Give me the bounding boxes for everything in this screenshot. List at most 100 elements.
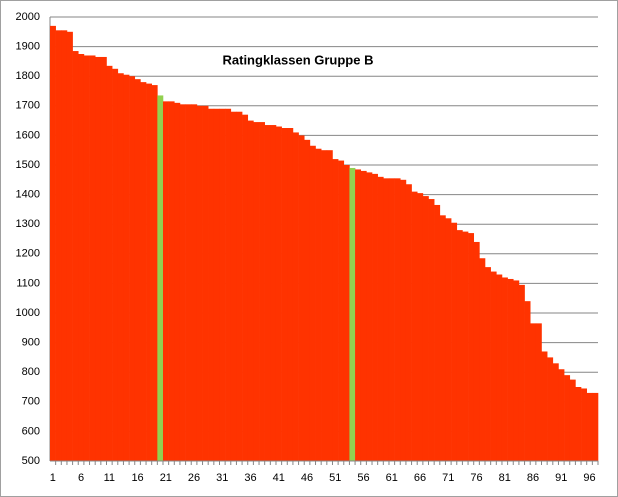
bar bbox=[377, 176, 384, 461]
bar bbox=[179, 104, 186, 461]
bar bbox=[72, 51, 79, 461]
bar bbox=[225, 108, 232, 461]
y-tick-label: 500 bbox=[22, 455, 40, 467]
bar bbox=[490, 271, 497, 461]
bar bbox=[275, 126, 282, 462]
y-tick-label: 1800 bbox=[16, 70, 40, 82]
bar bbox=[564, 375, 571, 461]
chart-title: Ratingklassen Gruppe B bbox=[223, 52, 374, 67]
bar bbox=[191, 104, 198, 461]
bar bbox=[586, 392, 593, 461]
bar bbox=[422, 196, 429, 461]
y-tick-label: 1500 bbox=[16, 159, 40, 171]
y-tick-label: 900 bbox=[22, 337, 40, 349]
x-tick-label: 66 bbox=[414, 472, 426, 484]
bar bbox=[558, 369, 565, 461]
bar bbox=[287, 128, 294, 461]
bar bbox=[264, 125, 271, 461]
y-tick-label: 1200 bbox=[16, 248, 40, 260]
x-tick-label: 6 bbox=[78, 472, 84, 484]
bar bbox=[213, 108, 220, 461]
bar bbox=[162, 101, 169, 462]
bar bbox=[55, 30, 62, 461]
bar bbox=[332, 159, 339, 461]
bar bbox=[95, 56, 102, 462]
bar bbox=[468, 233, 475, 461]
bar bbox=[462, 231, 469, 461]
bar bbox=[298, 135, 305, 461]
bar bbox=[479, 258, 486, 461]
bar bbox=[196, 105, 203, 462]
bar bbox=[168, 101, 175, 462]
bar bbox=[434, 204, 441, 461]
bar bbox=[592, 392, 599, 461]
bar bbox=[383, 178, 390, 461]
bar bbox=[202, 105, 209, 462]
y-tick-label: 1400 bbox=[16, 189, 40, 201]
bar bbox=[530, 323, 537, 461]
bar bbox=[473, 241, 480, 461]
bar bbox=[185, 104, 192, 461]
bar bbox=[134, 79, 141, 461]
bar bbox=[394, 178, 401, 461]
x-tick-label: 21 bbox=[160, 472, 172, 484]
x-tick-label: 96 bbox=[583, 472, 595, 484]
bar bbox=[349, 167, 356, 461]
x-tick-label: 81 bbox=[499, 472, 511, 484]
bar bbox=[513, 280, 520, 461]
bar bbox=[366, 172, 373, 461]
bar bbox=[541, 351, 548, 461]
bar bbox=[208, 108, 215, 461]
bar bbox=[247, 120, 254, 461]
bar bbox=[315, 148, 322, 461]
bar bbox=[496, 274, 503, 461]
bar bbox=[360, 170, 367, 462]
bar bbox=[304, 139, 311, 461]
bar bbox=[89, 55, 96, 461]
y-tick-label: 700 bbox=[22, 396, 40, 408]
bar bbox=[485, 267, 491, 461]
y-tick-label: 1600 bbox=[16, 129, 40, 141]
bar bbox=[123, 74, 130, 461]
bar bbox=[61, 30, 68, 461]
bar bbox=[83, 55, 90, 461]
bar bbox=[146, 83, 152, 461]
x-tick-label: 61 bbox=[386, 472, 398, 484]
x-tick-label: 36 bbox=[244, 472, 256, 484]
bar bbox=[535, 323, 542, 461]
bar bbox=[174, 102, 181, 461]
x-tick-label: 71 bbox=[442, 472, 454, 484]
x-tick-label: 1 bbox=[50, 472, 56, 484]
x-tick-label: 51 bbox=[329, 472, 341, 484]
bar bbox=[112, 68, 119, 462]
bar bbox=[388, 178, 395, 461]
bar bbox=[405, 184, 412, 462]
bar bbox=[140, 82, 147, 462]
bar bbox=[259, 122, 265, 461]
bar bbox=[411, 191, 418, 461]
bar bbox=[417, 193, 424, 461]
y-tick-label: 600 bbox=[22, 425, 40, 437]
x-tick-label: 91 bbox=[555, 472, 567, 484]
y-tick-label: 1300 bbox=[16, 218, 40, 230]
bar bbox=[281, 128, 288, 461]
bar bbox=[309, 145, 316, 461]
bar bbox=[552, 363, 559, 461]
x-tick-label: 26 bbox=[188, 472, 200, 484]
bar bbox=[451, 222, 458, 461]
y-tick-label: 1000 bbox=[16, 307, 40, 319]
y-tick-label: 1900 bbox=[16, 41, 40, 53]
x-tick-label: 31 bbox=[216, 472, 228, 484]
bar bbox=[100, 56, 107, 462]
bar bbox=[242, 114, 249, 462]
x-tick-label: 41 bbox=[273, 472, 285, 484]
bar bbox=[270, 125, 277, 461]
bar bbox=[575, 387, 582, 461]
bar bbox=[230, 111, 237, 461]
bar bbox=[400, 179, 407, 462]
bar bbox=[569, 379, 576, 461]
bar bbox=[151, 85, 158, 461]
bar bbox=[439, 215, 446, 461]
bar bbox=[343, 165, 350, 461]
